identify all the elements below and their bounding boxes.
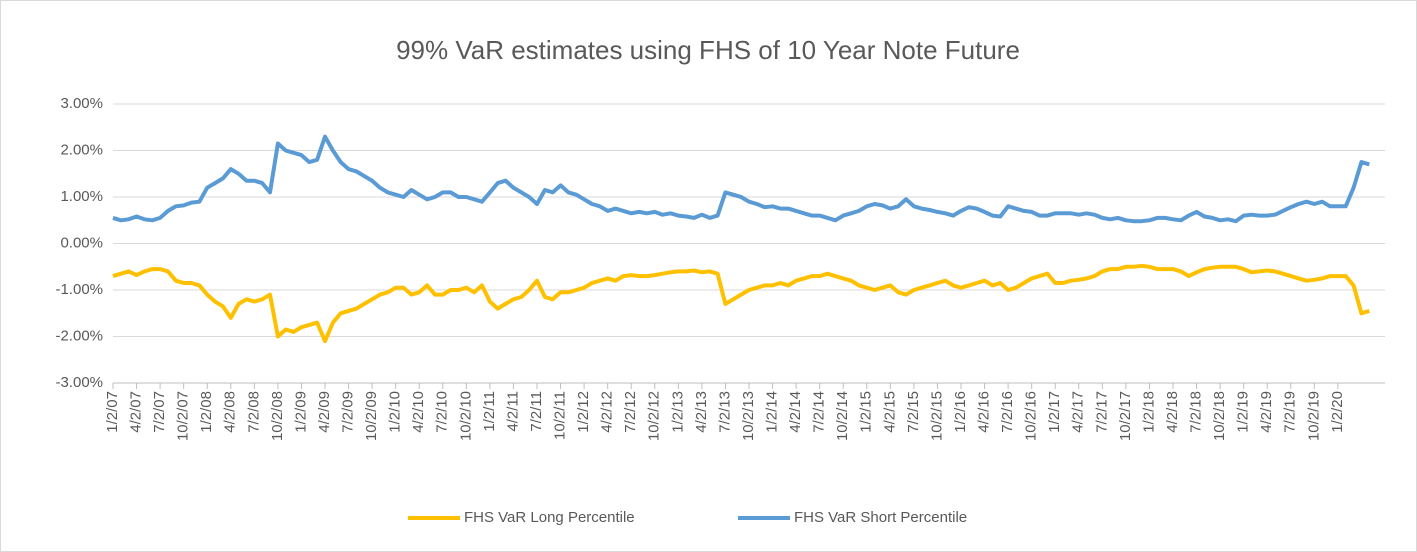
y-tick-label: 0.00%	[60, 234, 103, 251]
x-tick-label: 7/2/17	[1093, 391, 1110, 433]
x-tick-label: 1/2/08	[198, 391, 215, 433]
chart-title: 99% VaR estimates using FHS of 10 Year N…	[396, 35, 1020, 65]
x-tick-label: 4/2/10	[410, 391, 427, 433]
x-tick-label: 4/2/15	[881, 391, 898, 433]
y-tick-label: 1.00%	[60, 188, 103, 205]
x-tick-label: 4/2/16	[976, 391, 993, 433]
x-tick-label: 4/2/17	[1070, 391, 1087, 433]
x-tick-label: 4/2/14	[787, 391, 804, 433]
x-tick-label: 10/2/11	[552, 391, 569, 440]
x-tick-label: 1/2/07	[104, 391, 121, 433]
x-tick-label: 4/2/09	[316, 391, 333, 433]
x-tick-label: 7/2/10	[434, 391, 451, 433]
x-tick-label: 1/2/17	[1046, 391, 1063, 433]
y-tick-label: 3.00%	[60, 95, 103, 112]
x-tick-label: 10/2/08	[269, 391, 286, 441]
x-tick-label: 7/2/08	[245, 391, 262, 433]
x-tick-label: 1/2/10	[387, 391, 404, 433]
x-tick-label: 1/2/18	[1140, 391, 1157, 433]
x-tick-label: 4/2/19	[1258, 391, 1275, 433]
x-tick-label: 7/2/11	[528, 391, 545, 432]
x-tick-label: 7/2/14	[811, 391, 828, 433]
x-tick-label: 7/2/12	[622, 391, 639, 433]
x-tick-label: 10/2/10	[457, 391, 474, 441]
series-line	[112, 134, 1370, 224]
x-tick-label: 1/2/11	[481, 391, 498, 432]
x-tick-label: 4/2/11	[504, 391, 521, 432]
x-tick-label: 4/2/18	[1164, 391, 1181, 433]
x-tick-label: 7/2/09	[340, 391, 357, 433]
x-tick-label: 1/2/09	[292, 391, 309, 433]
series-line	[112, 263, 1370, 344]
x-tick-label: 10/2/15	[928, 391, 945, 441]
x-tick-label: 10/2/17	[1117, 391, 1134, 441]
x-tick-label: 4/2/07	[128, 391, 145, 433]
x-tick-label: 1/2/12	[575, 391, 592, 433]
x-tick-label: 7/2/19	[1282, 391, 1299, 433]
x-tick-label: 7/2/18	[1188, 391, 1205, 433]
x-tick-label: 7/2/13	[716, 391, 733, 433]
x-tick-label: 10/2/18	[1211, 391, 1228, 441]
x-tick-label: 4/2/08	[222, 391, 239, 433]
x-tick-label: 10/2/19	[1305, 391, 1322, 441]
x-tick-label: 1/2/13	[669, 391, 686, 433]
legend-label: FHS VaR Short Percentile	[794, 509, 967, 526]
x-tick-label: 10/2/07	[175, 391, 192, 441]
x-tick-label: 1/2/14	[764, 391, 781, 433]
x-tick-label: 4/2/13	[693, 391, 710, 433]
x-tick-label: 10/2/16	[1023, 391, 1040, 441]
x-tick-label: 10/2/13	[740, 391, 757, 441]
y-tick-label: -1.00%	[55, 281, 103, 298]
x-tick-label: 1/2/15	[858, 391, 875, 433]
x-tick-label: 7/2/15	[905, 391, 922, 433]
x-tick-label: 10/2/14	[834, 391, 851, 441]
legend-label: FHS VaR Long Percentile	[464, 509, 635, 526]
x-tick-label: 1/2/16	[952, 391, 969, 433]
y-tick-label: -3.00%	[55, 374, 103, 391]
x-tick-label: 10/2/12	[646, 391, 663, 441]
y-tick-label: -2.00%	[55, 327, 103, 344]
y-tick-label: 2.00%	[60, 141, 103, 158]
x-tick-label: 7/2/16	[999, 391, 1016, 433]
x-tick-label: 1/2/19	[1235, 391, 1252, 433]
x-tick-label: 4/2/12	[599, 391, 616, 433]
x-tick-label: 7/2/07	[151, 391, 168, 433]
x-tick-label: 10/2/09	[363, 391, 380, 441]
x-tick-label: 1/2/20	[1329, 391, 1346, 433]
